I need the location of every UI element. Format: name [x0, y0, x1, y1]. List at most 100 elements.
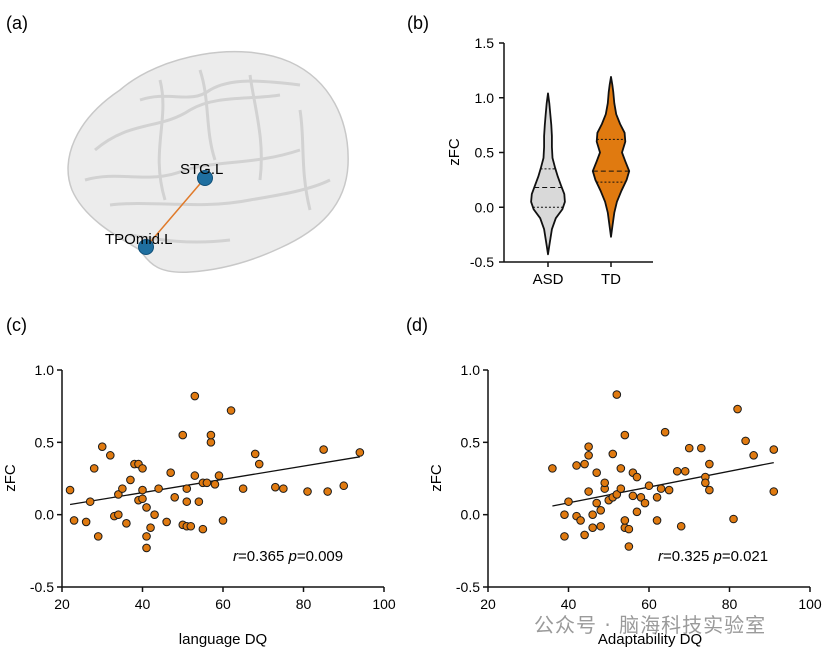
scatter-c-point [206, 438, 216, 447]
violin-ytick-label: 0.5 [475, 145, 495, 161]
scatter-d-point [592, 498, 601, 508]
scatter-d-point [588, 510, 597, 519]
scatter-c-r-symbol: r [233, 548, 239, 565]
panel-label-a: (a) [6, 13, 28, 33]
scatter-c-point [210, 479, 220, 489]
scatter-d-point [632, 507, 642, 517]
scatter-c-point [182, 484, 192, 493]
scatter-c-point [122, 519, 131, 528]
scatter-d-r-value: =0.325 [663, 548, 709, 565]
scatter-c-point [162, 517, 171, 527]
scatter-c-p-symbol: p [287, 548, 296, 565]
scatter-c-xtick-label: 20 [54, 596, 70, 612]
scatter-c-point [202, 478, 212, 488]
scatter-c-point [226, 406, 236, 415]
violin-ytick-label: 1.5 [475, 35, 495, 51]
scatter-d-xtick-label: 60 [641, 596, 657, 612]
scatter-d-point [733, 404, 742, 414]
scatter-d-point [769, 487, 779, 496]
scatter-c-point [138, 464, 147, 473]
scatter-c-point [250, 449, 260, 459]
violin-xtick-label: ASD [533, 271, 564, 288]
scatter-d-p-value: =0.021 [722, 548, 768, 565]
scatter-d-point [624, 542, 634, 551]
brain-outline [67, 51, 349, 273]
scatter-c-point [65, 485, 75, 495]
scatter-c-point [303, 487, 312, 496]
panel-label-b: (b) [407, 13, 429, 33]
node-stg-l [197, 170, 213, 186]
scatter-c-xtick-label: 40 [135, 596, 151, 612]
scatter-c-point [118, 484, 127, 493]
scatter-c-point [142, 532, 151, 541]
violin-ytick-label: 0.0 [475, 199, 495, 215]
scatter-chart-language: zFC 1.0 0.5 0.0 -0.520 40 60 80 100 language DQ… [2, 362, 396, 648]
scatter-d-point [548, 464, 557, 473]
scatter-c-point [323, 487, 332, 496]
violin-body-td [591, 76, 631, 238]
scatter-d-point [564, 497, 573, 506]
scatter-c-point [238, 484, 248, 493]
scatter-c-point [194, 497, 204, 506]
scatter-c-r-value: =0.365 [238, 548, 284, 565]
node-label-tpomid-l: TPOmid.L [105, 231, 173, 248]
scatter-d-ylabel: zFC [428, 464, 445, 492]
scatter-d-point [584, 451, 593, 460]
scatter-c-xlabel: language DQ [179, 631, 267, 648]
scatter-d-point [576, 516, 585, 525]
scatter-d-point [705, 459, 714, 469]
scatter-d-point [560, 532, 569, 541]
scatter-c-stats: r=0.365 p=0.009 [233, 548, 343, 565]
scatter-d-stats: r=0.325 p=0.021 [658, 548, 768, 565]
scatter-d-point [580, 530, 589, 540]
scatter-d-point [680, 466, 690, 476]
scatter-c-point [89, 464, 99, 473]
scatter-d-xtick-label: 100 [798, 596, 822, 612]
scatter-d-point [624, 524, 634, 534]
scatter-c-xtick-label: 100 [372, 596, 396, 612]
scatter-c-point [114, 510, 123, 519]
scatter-d-point [560, 510, 569, 519]
scatter-c-point [138, 485, 147, 495]
scatter-d-point [608, 449, 618, 459]
scatter-c-point [166, 468, 175, 478]
scatter-d-r-symbol: r [658, 548, 664, 565]
scatter-d-point [769, 445, 779, 454]
scatter-c-point [339, 481, 349, 491]
scatter-d-point [652, 493, 662, 502]
scatter-d-point [628, 491, 638, 501]
scatter-d-ytick-label: -0.5 [456, 579, 480, 595]
scatter-d-point [612, 390, 622, 399]
scatter-c-point [206, 430, 216, 440]
scatter-d-point [705, 485, 714, 495]
brain-gyri [84, 69, 331, 244]
scatter-d-ytick-label: 0.0 [461, 507, 481, 523]
scatter-d-point [676, 521, 686, 531]
scatter-d-point [600, 478, 610, 488]
scatter-c-point [170, 493, 179, 502]
scatter-d-fit-line [552, 461, 774, 507]
scatter-d-point [656, 484, 666, 493]
scatter-d-point [749, 451, 758, 460]
watermark: 公众号 · 脑海科技实验室 [534, 613, 767, 637]
connection-edge [145, 177, 206, 248]
scatter-d-point [592, 468, 601, 478]
scatter-d-ytick-label: 0.5 [461, 434, 481, 450]
scatter-c-ytick-label: 0.5 [35, 434, 55, 450]
scatter-d-xtick-label: 40 [561, 596, 577, 612]
scatter-d-point [684, 443, 694, 453]
scatter-c-point [81, 517, 91, 527]
scatter-d-point [616, 464, 626, 473]
violin-xtick-label: TD [601, 271, 621, 288]
node-tpomid-l [138, 239, 154, 255]
scatter-d-point [701, 478, 710, 488]
panel-label-c: (c) [6, 315, 27, 335]
scatter-d-point [660, 427, 670, 437]
brain-illustration: STG.L TPOmid.L [67, 51, 349, 273]
scatter-d-xtick-label: 20 [480, 596, 496, 612]
scatter-c-xtick-label: 80 [296, 596, 312, 612]
scatter-d-point [584, 487, 593, 496]
scatter-d-point [588, 523, 597, 532]
scatter-c-point [146, 523, 155, 532]
